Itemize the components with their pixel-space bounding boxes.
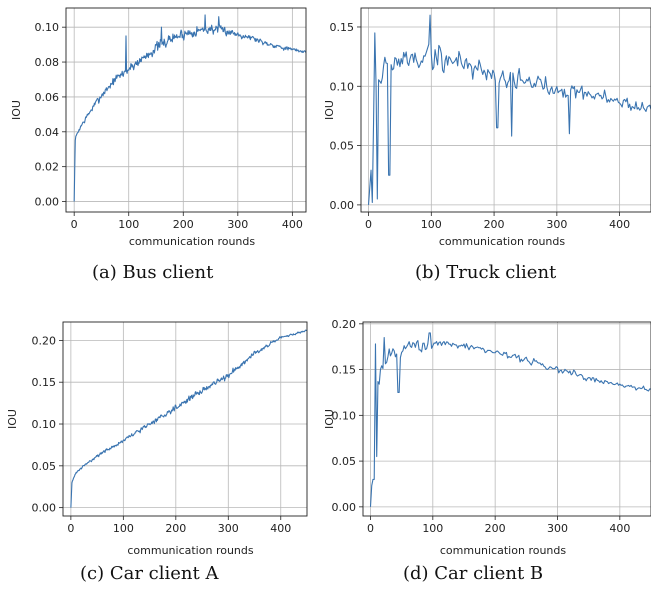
x-tick-label: 400 [609, 522, 630, 535]
x-tick-label: 300 [547, 522, 568, 535]
y-tick-label: 0.06 [35, 91, 60, 104]
plot-frame [362, 321, 651, 517]
x-tick-label: 200 [484, 218, 505, 231]
y-tick-label: 0.10 [330, 80, 355, 93]
y-tick-label: 0.00 [330, 199, 355, 212]
subplot-caption: (c) Car client A [80, 563, 219, 584]
subplot-car-client-b: 0 100 200 300 400 0.00 0.05 0.10 0.15 0.20 communi… [323, 298, 651, 596]
y-tick-label: 0.05 [32, 460, 57, 473]
x-tick-label: 0 [67, 522, 74, 535]
x-axis-title: communication rounds [440, 544, 567, 557]
x-tick-label: 300 [546, 218, 567, 231]
subplot-caption: (b) Truck client [415, 262, 557, 283]
x-tick-label: 400 [282, 218, 303, 231]
chart-svg: 0 100 200 300 400 0.00 0.02 0.04 0.06 0.08 0.10 com… [10, 7, 307, 248]
subplot-caption: (d) Car client B [403, 563, 544, 584]
y-tick-label: 0.15 [332, 364, 357, 377]
x-tick-label: 200 [485, 522, 506, 535]
chart-svg: 0 100 200 300 400 0.00 0.05 0.10 0.15 communicati… [323, 7, 651, 248]
series-line [369, 332, 651, 507]
x-axis-title: communication rounds [439, 235, 566, 248]
y-tick-label: 0.04 [35, 126, 60, 139]
y-axis-title: IOU [323, 409, 336, 429]
y-tick-label: 0.00 [32, 502, 57, 515]
plot-frame [65, 7, 307, 213]
x-tick-label: 200 [173, 218, 194, 231]
y-tick-label: 0.15 [32, 376, 57, 389]
series-line [73, 14, 306, 202]
y-axis-title: IOU [6, 409, 19, 429]
x-tick-label: 200 [165, 522, 186, 535]
subplot-caption: (a) Bus client [92, 262, 214, 283]
x-tick-label: 0 [71, 218, 78, 231]
x-tick-label: 400 [609, 218, 630, 231]
y-axis-title: IOU [10, 100, 23, 120]
x-tick-label: 400 [270, 522, 291, 535]
y-tick-label: 0.20 [332, 318, 357, 331]
y-tick-label: 0.02 [35, 161, 60, 174]
x-axis-title: communication rounds [127, 544, 254, 557]
x-tick-label: 0 [365, 218, 372, 231]
y-tick-label: 0.05 [332, 455, 357, 468]
x-tick-label: 100 [118, 218, 139, 231]
x-tick-label: 100 [421, 218, 442, 231]
subplot-car-client-a: 0 100 200 300 400 0.00 0.05 0.10 0.15 0.20 communi… [0, 298, 325, 596]
y-axis-title: IOU [323, 100, 336, 120]
plot-frame [62, 321, 308, 517]
y-tick-label: 0.00 [35, 196, 60, 209]
chart-svg: 0 100 200 300 400 0.00 0.05 0.10 0.15 0.20 communi… [323, 318, 651, 557]
series-line [367, 14, 651, 205]
y-tick-label: 0.10 [32, 418, 57, 431]
x-tick-label: 300 [227, 218, 248, 231]
y-tick-label: 0.10 [35, 21, 60, 34]
series-line [70, 329, 307, 508]
chart-svg: 0 100 200 300 400 0.00 0.05 0.10 0.15 0.20 communi… [6, 321, 308, 557]
x-tick-label: 100 [113, 522, 134, 535]
y-tick-label: 0.15 [330, 21, 355, 34]
y-tick-label: 0.08 [35, 56, 60, 69]
y-tick-label: 0.05 [330, 140, 355, 153]
x-axis-title: communication rounds [129, 235, 256, 248]
subplot-bus-client: 0 100 200 300 400 0.00 0.02 0.04 0.06 0.08 0.10 com… [0, 0, 325, 298]
x-tick-label: 0 [367, 522, 374, 535]
plot-frame [360, 7, 651, 213]
x-tick-label: 300 [218, 522, 239, 535]
y-tick-label: 0.10 [332, 409, 357, 422]
x-tick-label: 100 [422, 522, 443, 535]
y-tick-label: 0.00 [332, 501, 357, 514]
subplot-truck-client: 0 100 200 300 400 0.00 0.05 0.10 0.15 communicati… [323, 0, 651, 298]
y-tick-label: 0.20 [32, 334, 57, 347]
